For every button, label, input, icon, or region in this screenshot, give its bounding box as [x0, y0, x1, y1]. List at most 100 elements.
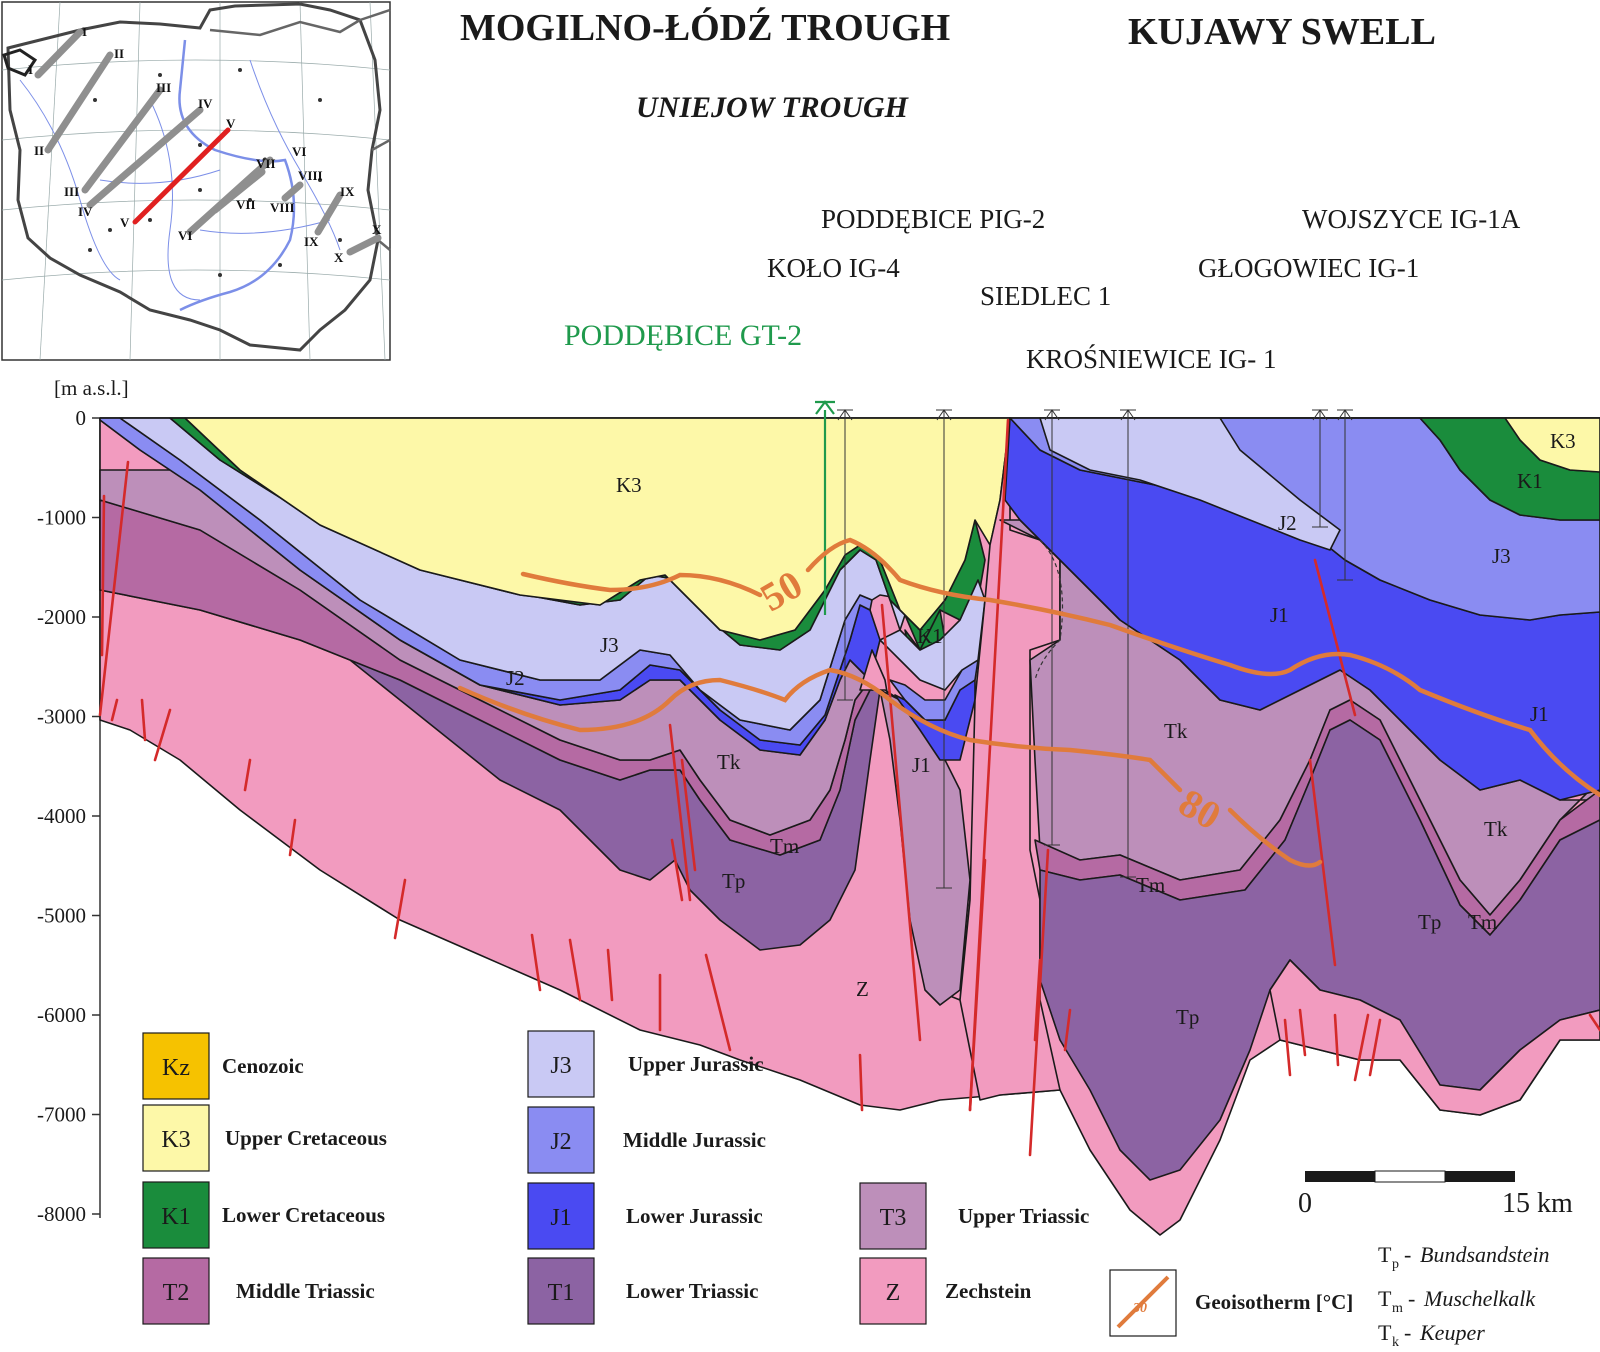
map-label-VII: VII: [256, 156, 276, 171]
location-map: I I II II III III IV IV V V VI VI VII VI…: [1, 1, 391, 361]
well-label-poddebice-gt2: PODDĘBICE GT-2: [564, 319, 802, 352]
legend-swatch-k1: [142, 1181, 210, 1249]
legend-swatch-t3: [859, 1182, 927, 1250]
y-axis-tick-label: -4000: [37, 804, 86, 828]
abbr-tk-sub: k: [1392, 1335, 1399, 1347]
legend: Kz Cenozoic K3 Upper Cretaceous K1 Lower Cret…: [142, 1030, 1089, 1325]
map-profile-labels: I I II II III III IV IV V V VI VI VII VI…: [28, 24, 382, 265]
scale-bar: 0 15 km: [1298, 1170, 1573, 1219]
legend-swatch-j2: [527, 1106, 595, 1174]
y-axis-tick-label: -2000: [37, 605, 86, 629]
abbr-tp-symbol: T: [1378, 1242, 1392, 1267]
map-label-IV-b: IV: [78, 204, 93, 219]
legend-swatch-kz: [142, 1032, 210, 1100]
title-swell: KUJAWY SWELL: [1128, 11, 1436, 53]
map-neighbour-borders: [209, 8, 391, 251]
map-main-rivers: [178, 39, 296, 312]
layer-middle-jurassic-center: [889, 659, 979, 721]
title-trough: MOGILNO-ŁÓDŹ TROUGH: [460, 7, 950, 49]
label-tm-center: Tm: [1136, 873, 1165, 897]
well-label-siedlec: SIEDLEC 1: [980, 281, 1111, 311]
well-glogowiec: [1312, 409, 1328, 528]
section-labels: K3 K3 K1 K1 J3 J3 J2 J2 J1 J1 J1 Tk Tk T…: [506, 429, 1576, 1029]
label-j1-far-right: J1: [1530, 702, 1549, 726]
well-kolo: [837, 409, 853, 701]
well-label-krosniewice: KROŚNIEWICE IG- 1: [1026, 344, 1276, 374]
y-axis-tick-label: -5000: [37, 904, 86, 928]
abbr-tk-symbol: T: [1378, 1320, 1392, 1345]
map-label-II-b: II: [34, 143, 44, 158]
map-label-IX: IX: [340, 184, 355, 199]
map-label-III: III: [156, 80, 171, 95]
map-label-VI-b: VI: [178, 228, 192, 243]
abbr-tm-symbol: T: [1378, 1286, 1392, 1311]
legend-code-t2: T2: [163, 1280, 190, 1306]
label-j3-right: J3: [1492, 544, 1511, 568]
y-axis-ticks: 0 -1000 -2000 -3000 -4000 -5000 -6000 -7000 -800…: [37, 406, 100, 1226]
abbr-tk-dash: -: [1404, 1320, 1411, 1345]
label-k1-right: K1: [1517, 469, 1543, 493]
y-axis-tick-label: 0: [76, 406, 87, 430]
label-tp-right: Tp: [1418, 910, 1441, 934]
label-tp-center: Tp: [1176, 1005, 1199, 1029]
well-columns: [815, 400, 1353, 889]
abbr-tk-name: Keuper: [1419, 1320, 1485, 1345]
map-label-III-b: III: [64, 184, 79, 199]
well-poddebice-pig2: [936, 409, 952, 889]
map-label-VIII: VIII: [298, 168, 323, 183]
legend-isotherm-sample: 30: [1132, 1301, 1147, 1316]
map-label-I: I: [82, 24, 87, 39]
abbr-tm-name: Muschelkalk: [1423, 1286, 1536, 1311]
abbr-tp-name: Bundsandstein: [1420, 1242, 1550, 1267]
label-tp-left: Tp: [722, 869, 745, 893]
scale-start: 0: [1298, 1188, 1312, 1219]
y-axis-tick-label: -8000: [37, 1202, 86, 1226]
legend-code-j3: J3: [550, 1053, 571, 1079]
map-label-II: II: [114, 46, 124, 61]
well-label-wojszyce: WOJSZYCE IG-1A: [1302, 204, 1521, 234]
legend-name-j3: Upper Jurassic: [628, 1052, 764, 1076]
map-frame: [1, 1, 391, 361]
legend-code-j1: J1: [550, 1205, 571, 1231]
legend-name-kz: Cenozoic: [222, 1054, 304, 1078]
map-label-VIII-b: VIII: [270, 200, 295, 215]
map-cities: [88, 68, 342, 277]
map-label-X: X: [372, 222, 382, 237]
abbr-tp: T p - Bundsandstein: [1378, 1242, 1550, 1272]
legend-name-t3: Upper Triassic: [958, 1204, 1089, 1228]
label-k1-center: K1: [917, 624, 943, 648]
well-krosniewice: [1120, 409, 1136, 878]
legend-swatch-j3: [527, 1030, 595, 1098]
layer-upper-cretaceous-right: [1504, 417, 1600, 473]
label-k3-left: K3: [616, 473, 642, 497]
y-axis: 0 -1000 -2000 -3000 -4000 -5000 -6000 -7000 -800…: [37, 406, 101, 1226]
legend-code-k1: K1: [161, 1204, 190, 1230]
map-country-border: [6, 2, 382, 352]
label-z: Z: [856, 977, 869, 1001]
isotherm-80-b: [1227, 807, 1323, 868]
y-axis-tick-label: -7000: [37, 1103, 86, 1127]
abbr-tp-sub: p: [1392, 1257, 1399, 1272]
label-j3-left: J3: [600, 633, 619, 657]
map-label-V: V: [226, 116, 236, 131]
legend-code-kz: Kz: [162, 1055, 190, 1081]
legend-name-j1: Lower Jurassic: [626, 1204, 763, 1228]
map-label-VII-b: VII: [236, 197, 256, 212]
map-label-I-b: I: [28, 62, 33, 77]
map-profile-lines: [34, 28, 382, 256]
abbr-tk: T k - Keuper: [1378, 1320, 1485, 1350]
map-label-IV: IV: [198, 96, 213, 111]
legend-swatch-t2: [142, 1257, 210, 1325]
y-axis-tick-label: -6000: [37, 1003, 86, 1027]
legend-swatch-j1: [527, 1182, 595, 1250]
legend-name-t2: Middle Triassic: [236, 1279, 375, 1303]
label-j2-left: J2: [506, 666, 525, 690]
label-j1-center: J1: [912, 753, 931, 777]
legend-code-k3: K3: [161, 1127, 190, 1153]
abbr-tp-dash: -: [1404, 1242, 1411, 1267]
label-tk-left: Tk: [717, 750, 741, 774]
map-label-IX-b: IX: [304, 234, 319, 249]
well-wojszyce: [1337, 409, 1353, 581]
section-layers: [99, 417, 1600, 1236]
